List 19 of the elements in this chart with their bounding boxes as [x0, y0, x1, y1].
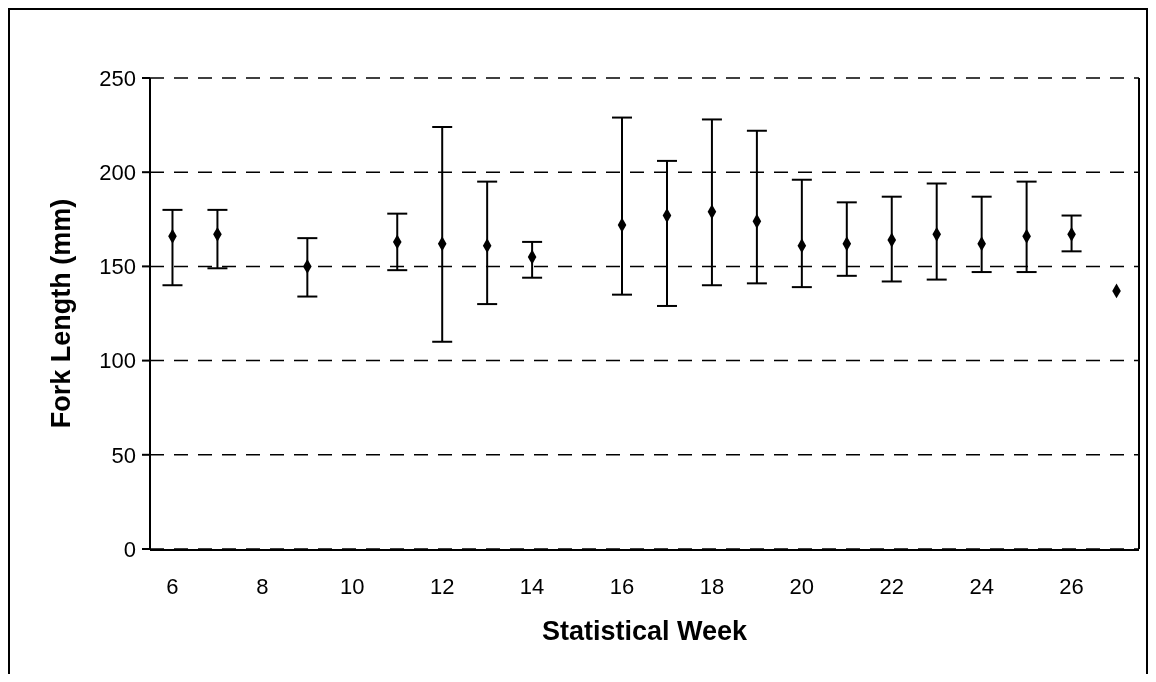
x-tick-label: 16	[609, 573, 635, 599]
y-tick-label: 250	[99, 65, 136, 91]
y-tick-label: 200	[99, 160, 136, 186]
x-tick-label: 20	[789, 573, 815, 599]
y-axis-title: Fork Length (mm)	[45, 198, 76, 429]
x-tick-label: 26	[1059, 573, 1084, 599]
y-tick-label: 100	[99, 348, 136, 374]
x-tick-label: 6	[166, 573, 179, 599]
x-tick-label: 24	[969, 573, 994, 599]
y-tick-label: 150	[99, 254, 136, 280]
x-tick-label: 8	[256, 573, 269, 599]
x-tick-label: 12	[429, 573, 455, 599]
x-axis-title: Statistical Week	[541, 616, 749, 646]
x-tick-label: 14	[519, 573, 545, 599]
y-tick-label: 50	[111, 442, 136, 468]
x-tick-label: 18	[699, 573, 725, 599]
y-tick-label: 0	[123, 536, 136, 562]
x-tick-label: 22	[879, 573, 904, 599]
x-tick-label: 10	[340, 573, 365, 599]
